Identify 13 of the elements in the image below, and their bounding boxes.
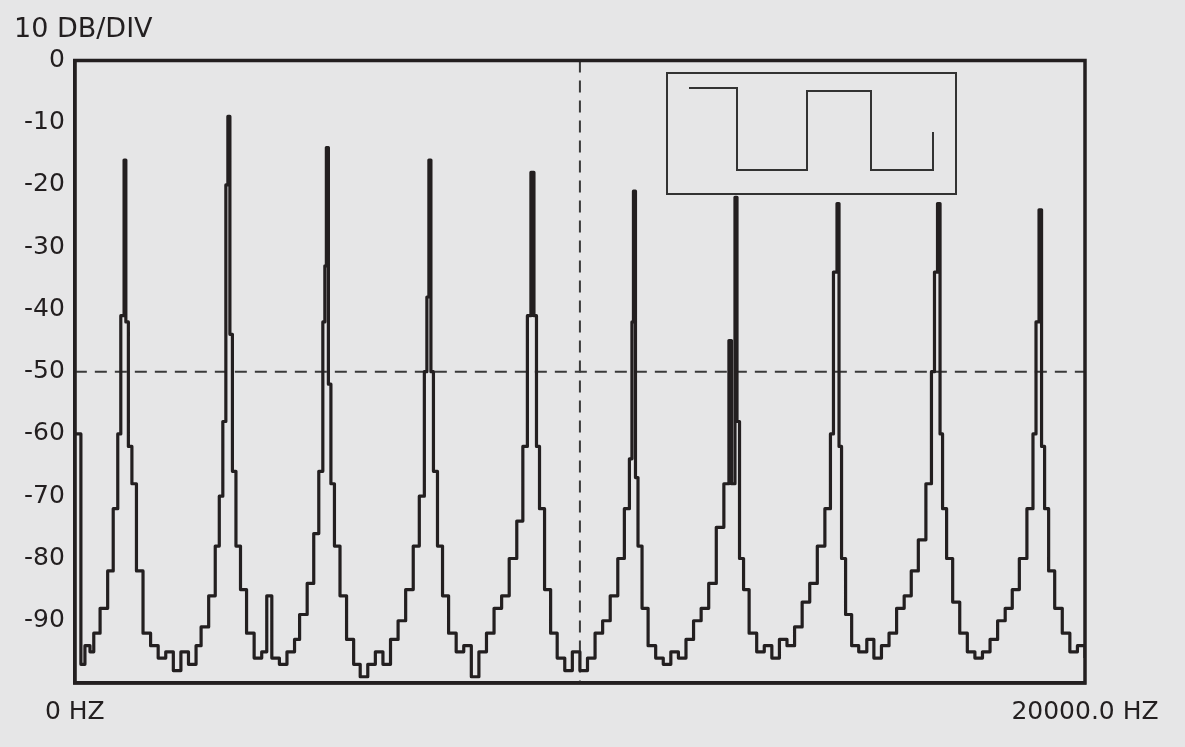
y-tick-label: -80 (23, 541, 65, 571)
x-tick-label: 20000.0 HZ (1011, 695, 1159, 725)
y-tick-label: -70 (23, 479, 65, 509)
chart-title: 10 DB/DIV (14, 12, 154, 44)
y-tick-label: -50 (23, 355, 65, 385)
y-tick-label: -30 (23, 230, 65, 260)
y-tick-label: -20 (23, 168, 65, 198)
y-tick-label: -40 (23, 292, 65, 322)
y-tick-label: -60 (23, 417, 65, 447)
x-tick-label: 0 HZ (44, 695, 105, 725)
y-tick-label: -90 (23, 604, 65, 634)
y-tick-label: -10 (23, 106, 65, 136)
y-tick-label: 0 (48, 43, 65, 73)
